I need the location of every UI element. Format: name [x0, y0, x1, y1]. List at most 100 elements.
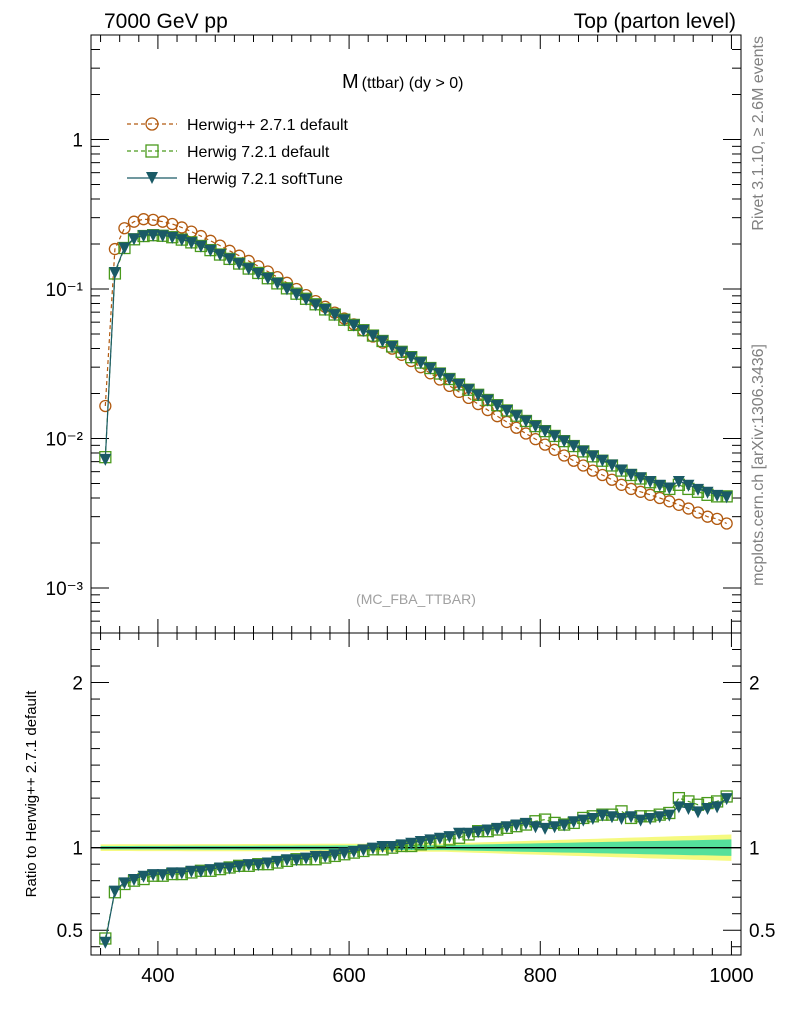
data-point — [615, 464, 628, 477]
data-point — [242, 859, 255, 872]
data-point — [261, 857, 274, 870]
y-tick-label: 1 — [72, 130, 83, 151]
data-point — [596, 809, 609, 822]
data-point — [328, 849, 341, 862]
data-point — [691, 483, 704, 496]
data-point — [500, 821, 513, 834]
data-point — [558, 449, 571, 462]
data-point — [634, 814, 647, 827]
data-point — [376, 335, 389, 348]
data-point — [625, 468, 638, 481]
plot-title-main: M — [342, 71, 359, 93]
data-point — [711, 489, 724, 502]
data-point — [233, 258, 246, 271]
data-point — [510, 819, 523, 832]
data-point — [280, 854, 293, 867]
x-tick-label: 800 — [524, 965, 557, 987]
data-point — [156, 869, 169, 882]
data-point — [663, 809, 676, 822]
data-point — [185, 865, 198, 878]
legend-marker-herwigpp — [145, 117, 159, 131]
data-point — [175, 234, 188, 247]
data-point — [194, 865, 207, 878]
data-point — [424, 362, 437, 375]
data-point — [118, 877, 131, 890]
legend-marker-herwig721 — [145, 144, 159, 158]
data-point — [682, 803, 695, 816]
data-point — [290, 288, 303, 301]
top-ticks: 10⁻³ 10⁻² 10⁻¹ 1 — [46, 34, 741, 634]
series-herwigpp-line — [104, 218, 727, 525]
data-point — [644, 475, 657, 488]
data-point — [586, 812, 599, 825]
data-point — [280, 283, 293, 296]
data-point — [319, 850, 332, 863]
ratio-band — [91, 834, 741, 861]
data-point — [701, 510, 714, 523]
data-point — [539, 822, 552, 835]
data-point — [166, 231, 179, 244]
data-point — [137, 213, 150, 226]
data-point — [147, 229, 160, 242]
data-point — [300, 293, 313, 306]
legend-entry-herwig721: Herwig 7.2.1 default — [127, 144, 330, 161]
data-point — [605, 811, 618, 824]
data-point — [328, 309, 341, 322]
data-point — [347, 845, 360, 858]
data-point — [395, 839, 408, 852]
data-point — [386, 841, 399, 854]
watermark: (MC_FBA_TTBAR) — [356, 591, 476, 607]
data-point — [204, 864, 217, 877]
data-point — [357, 324, 370, 337]
data-point — [558, 435, 571, 448]
data-point — [366, 842, 379, 855]
data-point — [300, 852, 313, 865]
data-point — [653, 479, 666, 492]
data-point — [214, 862, 227, 875]
data-point — [108, 242, 122, 256]
data-point — [405, 837, 418, 850]
data-point — [137, 230, 150, 243]
rivet-version-label: Rivet 3.1.10, ≥ 2.6M events — [750, 36, 767, 231]
data-point — [156, 215, 169, 228]
data-point — [137, 870, 150, 883]
data-point — [395, 346, 408, 359]
data-point — [529, 821, 542, 834]
data-point — [519, 427, 533, 440]
legend-label-softtune: Herwig 7.2.1 softTune — [187, 171, 343, 188]
data-point — [720, 517, 733, 530]
data-point — [147, 869, 160, 882]
y-tick-label: 10⁻² — [46, 429, 84, 450]
y-tick-label: 2 — [72, 674, 83, 695]
data-point — [634, 472, 647, 485]
series-herwigpp — [99, 213, 733, 530]
data-point — [672, 475, 685, 488]
legend-entry-herwigpp: Herwig++ 2.7.1 default — [127, 117, 349, 134]
data-point — [519, 817, 532, 830]
data-point — [414, 357, 427, 370]
y-tick-label-right: 1 — [749, 839, 760, 860]
data-point — [214, 249, 227, 262]
header-right: Top (parton level) — [574, 10, 736, 33]
top-series — [99, 213, 733, 530]
data-point — [720, 793, 733, 806]
data-point — [472, 826, 485, 839]
data-point — [691, 806, 704, 819]
ratio-ticks: 400 600 800 1000 0.5 1 2 0.5 1 2 — [57, 633, 775, 987]
data-point — [596, 454, 609, 467]
data-point — [118, 222, 131, 235]
data-point — [252, 859, 265, 872]
data-point — [453, 827, 466, 840]
legend-label-herwig721: Herwig 7.2.1 default — [187, 144, 330, 161]
x-tick-label: 1000 — [709, 965, 754, 987]
data-point — [615, 812, 628, 825]
data-point — [118, 242, 131, 255]
data-point — [194, 240, 207, 253]
data-point — [548, 430, 561, 443]
data-point — [558, 819, 571, 832]
data-point — [223, 253, 236, 266]
data-point — [682, 479, 695, 492]
data-point — [338, 314, 351, 327]
data-point — [672, 801, 685, 814]
